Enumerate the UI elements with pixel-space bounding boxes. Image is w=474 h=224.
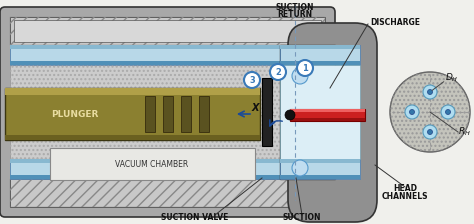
Bar bbox=[262, 78, 272, 146]
Bar bbox=[290, 118, 365, 121]
Circle shape bbox=[423, 125, 437, 139]
Bar bbox=[290, 109, 365, 121]
Text: 2: 2 bbox=[275, 67, 281, 77]
Circle shape bbox=[270, 64, 286, 80]
Bar bbox=[14, 20, 321, 42]
Circle shape bbox=[423, 85, 437, 99]
Bar bbox=[10, 17, 325, 45]
Circle shape bbox=[441, 105, 455, 119]
Bar bbox=[280, 65, 360, 159]
Bar bbox=[280, 45, 360, 49]
Bar bbox=[290, 109, 365, 112]
Circle shape bbox=[428, 90, 432, 95]
Text: 1: 1 bbox=[302, 63, 308, 73]
Bar bbox=[280, 45, 335, 179]
Bar bbox=[280, 61, 360, 65]
Bar bbox=[280, 159, 360, 179]
Circle shape bbox=[292, 160, 308, 176]
Bar bbox=[280, 45, 360, 65]
Text: RETURN: RETURN bbox=[277, 10, 312, 19]
Bar bbox=[280, 159, 360, 163]
Bar bbox=[10, 45, 300, 49]
Bar bbox=[10, 45, 300, 65]
Circle shape bbox=[405, 105, 419, 119]
Text: SUCTION: SUCTION bbox=[283, 213, 321, 222]
Bar bbox=[280, 175, 360, 179]
Bar bbox=[10, 159, 300, 179]
Bar bbox=[10, 65, 300, 159]
Bar bbox=[10, 179, 325, 207]
Circle shape bbox=[297, 60, 313, 76]
Text: CHANNELS: CHANNELS bbox=[382, 192, 428, 200]
Text: $R_H$: $R_H$ bbox=[458, 126, 471, 138]
Bar bbox=[163, 96, 173, 132]
Text: X: X bbox=[251, 103, 259, 113]
Text: SUCTION VALVE: SUCTION VALVE bbox=[161, 213, 228, 222]
Circle shape bbox=[292, 68, 308, 84]
Bar bbox=[10, 179, 325, 207]
Text: VACUUM CHAMBER: VACUUM CHAMBER bbox=[115, 159, 189, 168]
Circle shape bbox=[446, 110, 450, 114]
Text: 3: 3 bbox=[249, 75, 255, 84]
Circle shape bbox=[285, 110, 295, 120]
Bar bbox=[5, 88, 260, 140]
Text: $D_H$: $D_H$ bbox=[445, 72, 458, 84]
Bar bbox=[50, 148, 255, 180]
Circle shape bbox=[244, 72, 260, 88]
Bar bbox=[199, 96, 209, 132]
Bar bbox=[5, 135, 260, 140]
Bar bbox=[10, 17, 325, 45]
Circle shape bbox=[390, 72, 470, 152]
Bar bbox=[5, 88, 260, 95]
Text: HEAD: HEAD bbox=[393, 183, 417, 192]
Bar bbox=[145, 96, 155, 132]
FancyBboxPatch shape bbox=[288, 23, 377, 222]
Bar bbox=[10, 159, 300, 163]
Text: DISCHARGE: DISCHARGE bbox=[370, 17, 420, 26]
Bar bbox=[10, 61, 300, 65]
FancyBboxPatch shape bbox=[0, 7, 335, 217]
Text: SUCTION: SUCTION bbox=[276, 3, 314, 12]
Circle shape bbox=[428, 129, 432, 134]
Circle shape bbox=[410, 110, 414, 114]
Bar bbox=[10, 175, 300, 179]
Text: PLUNGER: PLUNGER bbox=[51, 110, 99, 118]
Bar bbox=[181, 96, 191, 132]
Bar bbox=[10, 65, 300, 159]
